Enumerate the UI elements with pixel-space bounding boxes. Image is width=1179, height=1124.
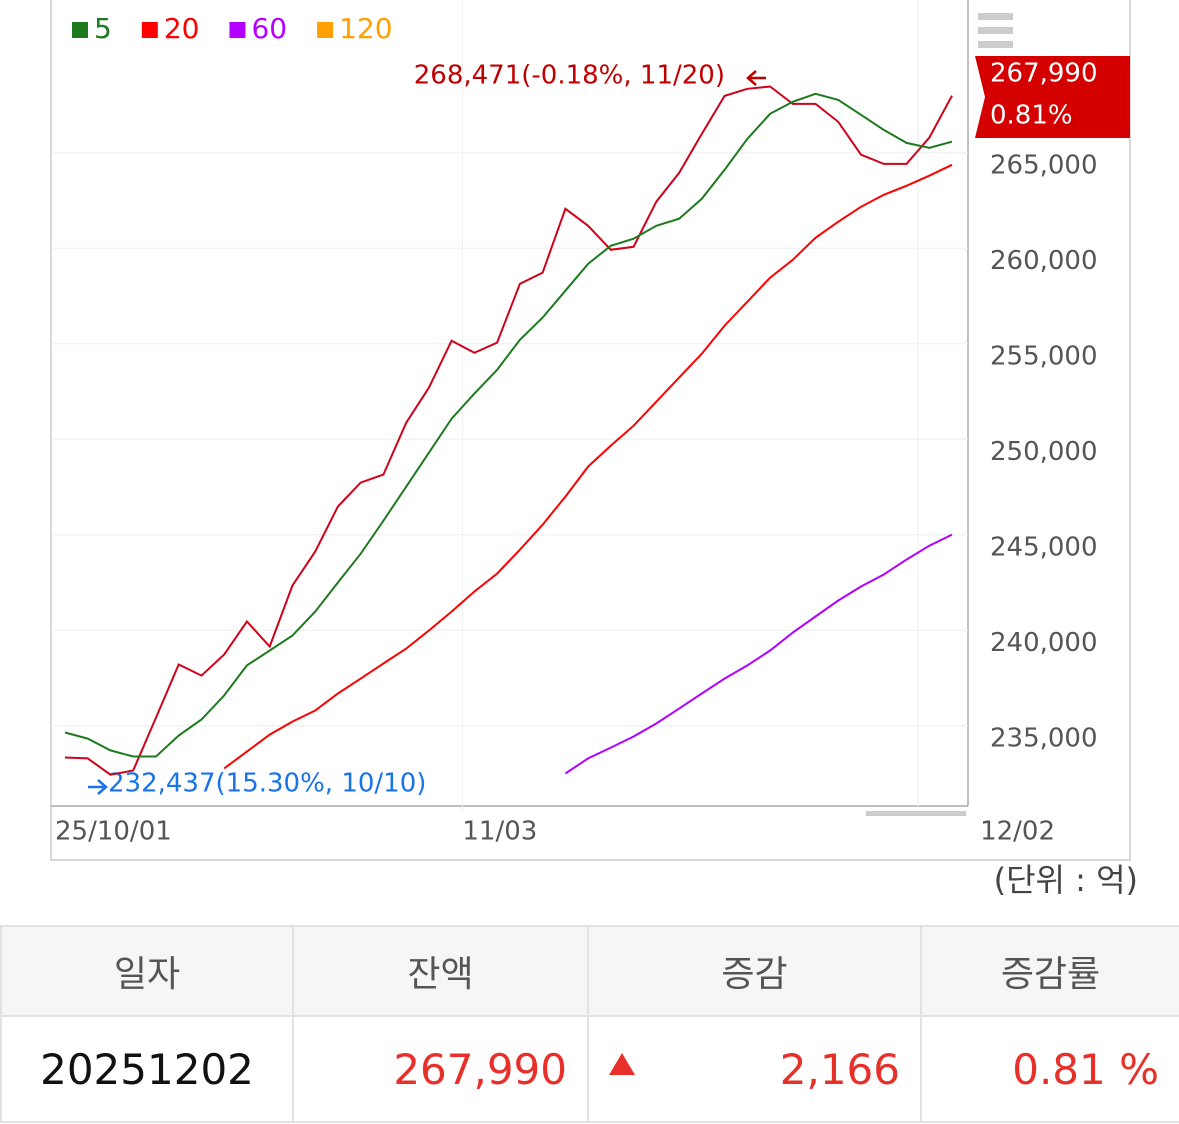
change-value: 2,166 <box>779 1044 900 1094</box>
header-cell: 증감 <box>587 925 922 1017</box>
menu-icon[interactable] <box>978 13 1013 48</box>
max-annotation: 268,471(-0.18%, 11/20) <box>414 61 725 91</box>
y-tick-label: 260,000 <box>990 246 1098 276</box>
x-tick-label: 11/03 <box>462 817 537 847</box>
max-arrow <box>746 70 766 86</box>
current-tag <box>975 56 1130 138</box>
min-annotation: 232,437(15.30%, 10/10) <box>108 769 426 799</box>
scrollbar[interactable] <box>866 811 966 816</box>
legend-label: 5 <box>94 12 112 45</box>
legend-swatch <box>229 22 246 38</box>
unit-label: (단위 : 억) <box>994 861 1138 899</box>
chart: 267,990 0.81% (단위 : 억) 268,471(-0.18%, 1… <box>50 0 1138 899</box>
min-arrow <box>88 779 108 795</box>
current-change: 0.81% <box>990 101 1073 131</box>
change-cell: 2,166 <box>587 1015 922 1123</box>
y-tick-label: 245,000 <box>990 532 1098 562</box>
up-icon <box>609 1052 635 1075</box>
current-value: 267,990 <box>990 59 1098 89</box>
chart-frame <box>50 0 1131 861</box>
line-series <box>223 163 953 770</box>
balance-cell: 267,990 <box>292 1015 589 1123</box>
y-tick-label: 250,000 <box>990 437 1098 467</box>
legend-swatch <box>72 22 88 38</box>
data-table: 일자 잔액 증감 증감률 20251202 267,990 2,166 0.81… <box>0 925 1179 1123</box>
legend-label: 120 <box>339 12 392 45</box>
header-cell: 증감률 <box>920 925 1179 1017</box>
x-tick-label: 12/02 <box>980 817 1055 847</box>
legend-label: 20 <box>164 12 200 45</box>
rate-cell: 0.81 % <box>920 1015 1179 1123</box>
legend-swatch <box>317 22 334 38</box>
line-series <box>64 92 953 758</box>
line-series <box>64 85 953 776</box>
data-row: 20251202 267,990 2,166 0.81 % <box>0 1015 1179 1123</box>
header-cell: 잔액 <box>292 925 589 1017</box>
header-row: 일자 잔액 증감 증감률 <box>0 925 1179 1017</box>
legend-swatch <box>141 22 158 38</box>
legend-label: 60 <box>251 12 287 45</box>
line-series <box>564 533 953 775</box>
y-tick-label: 255,000 <box>990 341 1098 371</box>
date-cell: 20251202 <box>0 1015 294 1123</box>
x-tick-label: 25/10/01 <box>55 817 172 847</box>
y-tick-label: 235,000 <box>990 723 1098 753</box>
y-tick-label: 265,000 <box>990 150 1098 180</box>
header-cell: 일자 <box>0 925 294 1017</box>
y-tick-label: 240,000 <box>990 628 1098 658</box>
